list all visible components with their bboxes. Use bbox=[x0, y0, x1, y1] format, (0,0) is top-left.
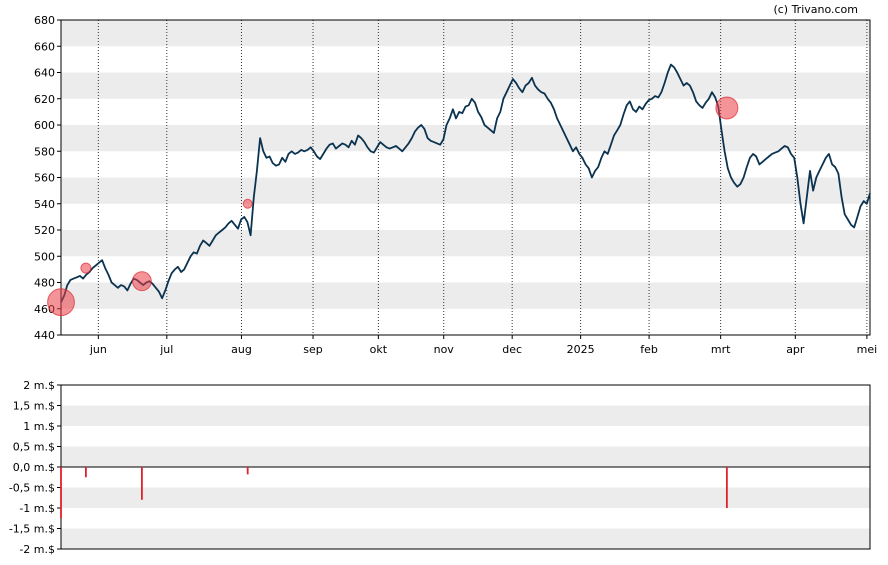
plot-frame bbox=[60, 19, 871, 336]
y-tick-label: 620 bbox=[34, 93, 55, 106]
grid-band bbox=[61, 487, 870, 508]
y-tick-label: 640 bbox=[34, 67, 55, 80]
y-tick-label: 520 bbox=[34, 224, 55, 237]
grid-band bbox=[61, 446, 870, 467]
y-tick-label: 680 bbox=[34, 14, 55, 27]
y-tick-label: -2 m.$ bbox=[19, 543, 55, 556]
grid-band bbox=[61, 282, 870, 309]
volume-chart: 2 m.$ 1,5 m.$ 1 m.$ 0,5 m.$ 0,0 m.$ -0,5 m.$ -… bbox=[9, 379, 871, 556]
volume-bar bbox=[84, 467, 87, 478]
y-tick-label: 480 bbox=[34, 277, 55, 290]
volume-bar bbox=[60, 467, 62, 519]
grid-band bbox=[61, 528, 870, 549]
trade-marker bbox=[80, 262, 92, 274]
x-tick-label: 2025 bbox=[567, 343, 595, 356]
y-tick-label: 440 bbox=[34, 329, 55, 342]
x-tick-label: jul bbox=[159, 343, 173, 356]
y-tick-label: -0,5 m.$ bbox=[9, 482, 55, 495]
y-tick-label: 1,5 m.$ bbox=[13, 400, 55, 413]
y-tick-label: 580 bbox=[34, 145, 55, 158]
y-tick-label: 560 bbox=[34, 172, 55, 185]
y-tick-label: 540 bbox=[34, 198, 55, 211]
x-tick-label: mrt bbox=[711, 343, 731, 356]
y-tick-label: 1 m.$ bbox=[23, 420, 55, 433]
volume-bar bbox=[141, 467, 143, 500]
trade-marker bbox=[242, 198, 253, 209]
trade-marker bbox=[47, 288, 75, 317]
grid-band bbox=[61, 125, 870, 152]
y-tick-label: 660 bbox=[34, 40, 55, 53]
x-tick-label: aug bbox=[231, 343, 252, 356]
x-tick-label: jun bbox=[89, 343, 107, 356]
grid-band bbox=[61, 72, 870, 99]
trade-marker bbox=[132, 271, 152, 292]
y-tick-label: 0,5 m.$ bbox=[13, 441, 55, 454]
price-line bbox=[60, 63, 871, 303]
grid-band bbox=[61, 20, 870, 47]
volume-bar bbox=[725, 467, 728, 508]
x-tick-label: nov bbox=[434, 343, 455, 356]
y-tick-label: -1,5 m.$ bbox=[9, 523, 55, 536]
grid-band bbox=[61, 177, 870, 204]
x-tick-label: mei bbox=[857, 343, 878, 356]
y-tick-label: 500 bbox=[34, 250, 55, 263]
credit-text: (c) Trivano.com bbox=[773, 3, 858, 16]
y-tick-label: 2 m.$ bbox=[23, 379, 55, 392]
price-chart: jun jul aug sep okt nov dec 2025 feb mrt apr mei 440… bbox=[34, 14, 877, 356]
trade-marker bbox=[715, 96, 739, 120]
y-tick-label: 0,0 m.$ bbox=[13, 461, 55, 474]
volume-bar bbox=[246, 467, 249, 475]
y-tick-label: 600 bbox=[34, 119, 55, 132]
grid-band bbox=[61, 405, 870, 426]
x-tick-label: feb bbox=[640, 343, 658, 356]
x-tick-label: okt bbox=[370, 343, 388, 356]
grid-band bbox=[61, 230, 870, 257]
x-tick-label: sep bbox=[303, 343, 322, 356]
x-tick-label: dec bbox=[502, 343, 522, 356]
x-tick-label: apr bbox=[786, 343, 805, 356]
y-tick-label: -1 m.$ bbox=[19, 502, 55, 515]
